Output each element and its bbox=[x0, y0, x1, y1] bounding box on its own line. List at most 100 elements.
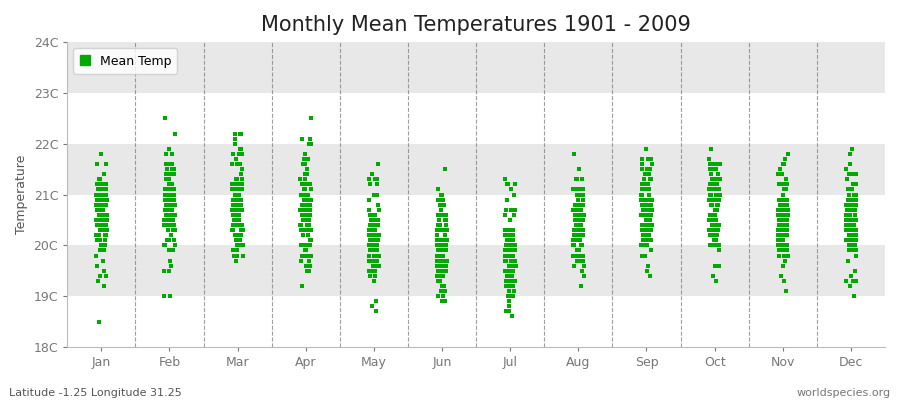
Point bbox=[842, 247, 857, 254]
Point bbox=[228, 191, 242, 198]
Point bbox=[165, 166, 179, 172]
Point bbox=[163, 202, 177, 208]
Point bbox=[704, 212, 718, 218]
Point bbox=[644, 176, 658, 182]
Point bbox=[839, 202, 853, 208]
Point bbox=[574, 268, 589, 274]
Point bbox=[706, 176, 720, 182]
Point bbox=[637, 196, 652, 203]
Point bbox=[229, 257, 243, 264]
Point bbox=[644, 196, 658, 203]
Point bbox=[158, 191, 173, 198]
Point bbox=[94, 222, 108, 228]
Point bbox=[294, 257, 309, 264]
Point bbox=[772, 227, 787, 233]
Point bbox=[295, 181, 310, 188]
Point bbox=[842, 191, 856, 198]
Point bbox=[225, 206, 239, 213]
Title: Monthly Mean Temperatures 1901 - 2009: Monthly Mean Temperatures 1901 - 2009 bbox=[261, 15, 691, 35]
Point bbox=[363, 227, 377, 233]
Point bbox=[166, 196, 181, 203]
Point bbox=[298, 181, 312, 188]
Point bbox=[90, 232, 104, 238]
Point bbox=[499, 308, 513, 315]
Point bbox=[708, 237, 723, 244]
Point bbox=[780, 252, 795, 259]
Point bbox=[775, 242, 789, 248]
Point bbox=[371, 232, 385, 238]
Point bbox=[639, 166, 653, 172]
Point bbox=[571, 191, 585, 198]
Point bbox=[233, 146, 248, 152]
Point bbox=[506, 242, 520, 248]
Point bbox=[574, 212, 589, 218]
Point bbox=[708, 237, 723, 244]
Point bbox=[362, 268, 376, 274]
Point bbox=[302, 217, 316, 223]
Point bbox=[573, 232, 588, 238]
Point bbox=[229, 217, 243, 223]
Point bbox=[297, 156, 311, 162]
Point bbox=[158, 196, 173, 203]
Point bbox=[300, 181, 314, 188]
Point bbox=[302, 232, 316, 238]
Point bbox=[845, 247, 859, 254]
Point bbox=[234, 196, 248, 203]
Point bbox=[302, 252, 316, 259]
Point bbox=[840, 206, 854, 213]
Point bbox=[505, 206, 519, 213]
Point bbox=[298, 191, 312, 198]
Point bbox=[227, 217, 241, 223]
Point bbox=[634, 161, 649, 167]
Point bbox=[706, 227, 721, 233]
Point bbox=[367, 191, 382, 198]
Point bbox=[508, 257, 522, 264]
Point bbox=[302, 212, 317, 218]
Point bbox=[503, 278, 517, 284]
Point bbox=[161, 171, 176, 178]
Point bbox=[364, 212, 378, 218]
Point bbox=[235, 186, 249, 193]
Point bbox=[166, 227, 180, 233]
Point bbox=[437, 242, 452, 248]
Point bbox=[439, 227, 454, 233]
Point bbox=[576, 202, 590, 208]
Point bbox=[706, 217, 720, 223]
Point bbox=[567, 262, 581, 269]
Point bbox=[779, 252, 794, 259]
Point bbox=[96, 247, 111, 254]
Point bbox=[93, 273, 107, 279]
Point bbox=[708, 166, 723, 172]
Point bbox=[92, 186, 106, 193]
Point bbox=[846, 232, 860, 238]
Point bbox=[437, 298, 452, 304]
Point bbox=[301, 222, 315, 228]
Point bbox=[363, 247, 377, 254]
Point bbox=[706, 186, 720, 193]
Point bbox=[573, 206, 588, 213]
Point bbox=[436, 262, 450, 269]
Point bbox=[839, 212, 853, 218]
Point bbox=[839, 217, 853, 223]
Point bbox=[573, 186, 588, 193]
Point bbox=[500, 247, 514, 254]
Point bbox=[158, 196, 173, 203]
Point bbox=[230, 196, 245, 203]
Point bbox=[230, 247, 244, 254]
Point bbox=[430, 227, 445, 233]
Point bbox=[371, 222, 385, 228]
Point bbox=[232, 202, 247, 208]
Point bbox=[702, 217, 716, 223]
Point bbox=[702, 227, 716, 233]
Point bbox=[364, 217, 378, 223]
Point bbox=[638, 227, 652, 233]
Point bbox=[848, 196, 862, 203]
Point bbox=[778, 206, 793, 213]
Point bbox=[434, 212, 448, 218]
Point bbox=[639, 212, 653, 218]
Point bbox=[500, 252, 514, 259]
Point bbox=[846, 278, 860, 284]
Point bbox=[845, 247, 859, 254]
Point bbox=[846, 227, 860, 233]
Point bbox=[368, 232, 382, 238]
